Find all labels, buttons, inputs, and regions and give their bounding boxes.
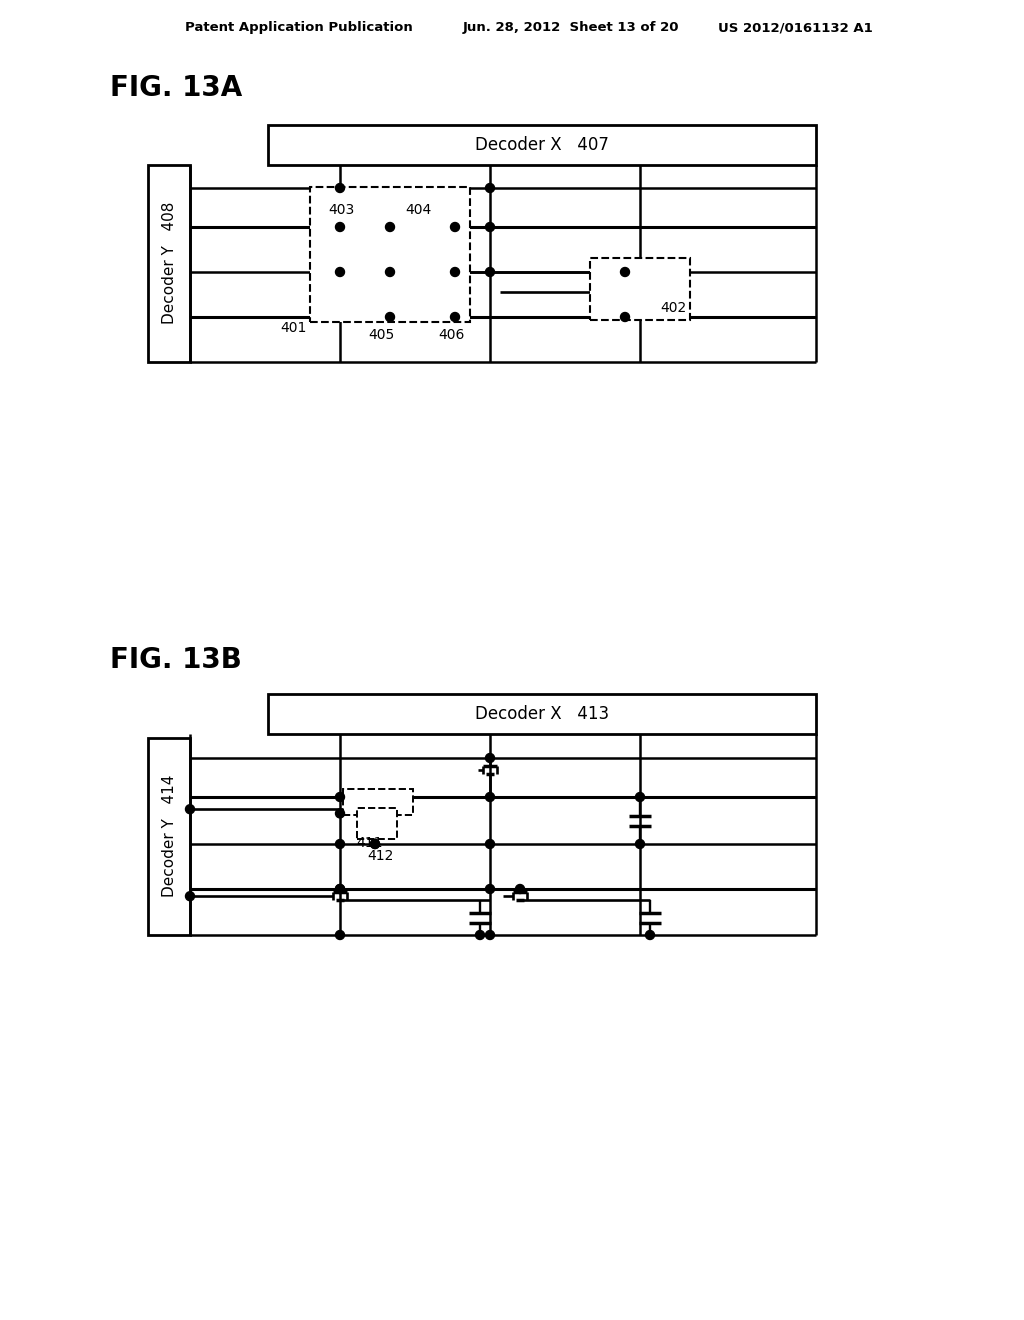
Circle shape	[336, 884, 344, 894]
Bar	[343, 789, 413, 816]
Circle shape	[485, 884, 495, 894]
Circle shape	[385, 223, 394, 231]
Circle shape	[485, 931, 495, 940]
Circle shape	[336, 931, 344, 940]
Circle shape	[451, 223, 460, 231]
Text: Decoder X   407: Decoder X 407	[475, 136, 609, 154]
Circle shape	[385, 313, 394, 322]
Circle shape	[485, 223, 495, 231]
Text: 402: 402	[660, 301, 686, 315]
Bar	[268, 694, 816, 734]
Text: 403: 403	[328, 203, 354, 216]
Circle shape	[336, 223, 344, 231]
Circle shape	[636, 840, 644, 849]
Circle shape	[621, 313, 630, 322]
Circle shape	[371, 840, 380, 849]
Circle shape	[485, 792, 495, 801]
Circle shape	[336, 268, 344, 276]
Circle shape	[185, 805, 195, 813]
Circle shape	[485, 840, 495, 849]
Circle shape	[336, 183, 344, 193]
Circle shape	[185, 892, 195, 900]
Circle shape	[385, 268, 394, 276]
Text: 401: 401	[280, 321, 306, 335]
Circle shape	[336, 809, 344, 818]
Circle shape	[485, 754, 495, 763]
Circle shape	[336, 792, 344, 801]
Circle shape	[336, 840, 344, 849]
Circle shape	[645, 931, 654, 940]
Text: Decoder X   413: Decoder X 413	[475, 705, 609, 723]
Bar	[148, 165, 190, 362]
Circle shape	[371, 840, 380, 849]
Circle shape	[336, 884, 344, 894]
Text: FIG. 13A: FIG. 13A	[110, 74, 243, 102]
Text: Patent Application Publication: Patent Application Publication	[185, 21, 413, 34]
Text: FIG. 13B: FIG. 13B	[110, 645, 242, 675]
Text: 405: 405	[368, 327, 394, 342]
Bar	[310, 187, 470, 322]
Circle shape	[451, 313, 460, 322]
Circle shape	[636, 792, 644, 801]
Bar	[590, 257, 690, 319]
Circle shape	[621, 268, 630, 276]
Text: Jun. 28, 2012  Sheet 13 of 20: Jun. 28, 2012 Sheet 13 of 20	[463, 21, 680, 34]
Circle shape	[475, 931, 484, 940]
Circle shape	[515, 884, 524, 894]
Circle shape	[485, 183, 495, 193]
Text: 404: 404	[406, 203, 431, 216]
Circle shape	[485, 268, 495, 276]
Text: Decoder Y   414: Decoder Y 414	[162, 775, 176, 898]
Circle shape	[451, 268, 460, 276]
Text: US 2012/0161132 A1: US 2012/0161132 A1	[718, 21, 872, 34]
Bar	[148, 738, 190, 935]
Text: Decoder Y   408: Decoder Y 408	[162, 202, 176, 325]
Bar	[357, 808, 397, 840]
Text: 406: 406	[438, 327, 464, 342]
Text: 411: 411	[356, 837, 383, 850]
Text: 412: 412	[367, 849, 393, 863]
Bar	[268, 125, 816, 165]
